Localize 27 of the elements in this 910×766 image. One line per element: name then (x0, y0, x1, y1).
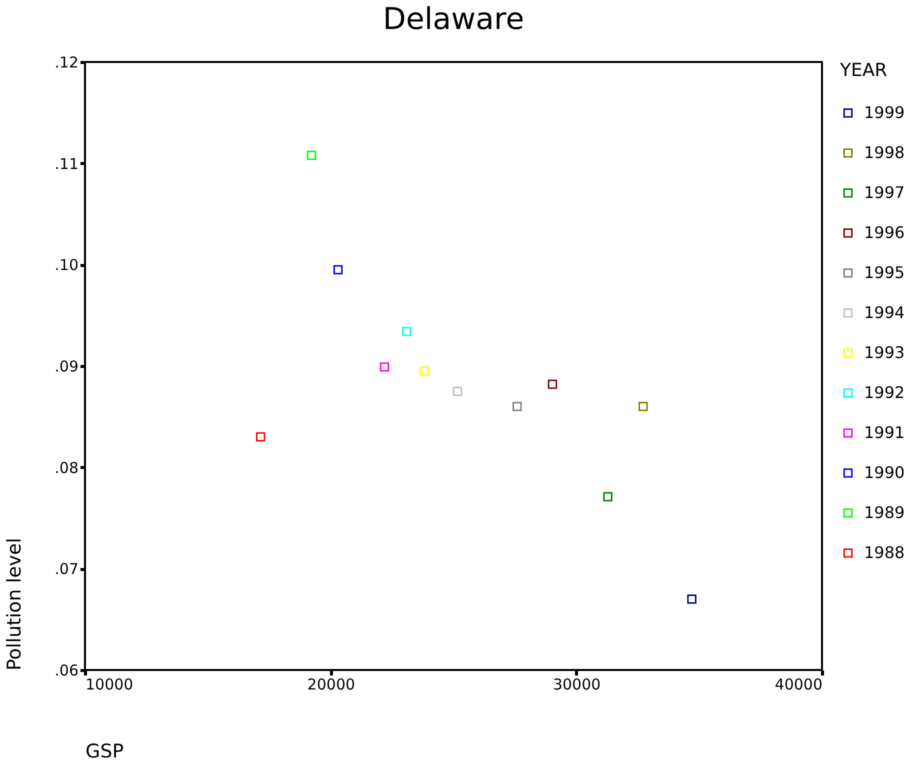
x-tick-label: 20000 (307, 676, 356, 694)
legend-label: 1995 (864, 263, 905, 282)
x-tick-label: 10000 (86, 676, 134, 694)
legend-label: 1997 (864, 183, 905, 202)
y-tick-label: .07 (54, 560, 78, 578)
legend-label: 1991 (864, 423, 905, 442)
legend-label: 1994 (864, 303, 905, 322)
legend-label: 1988 (864, 543, 905, 562)
legend-label: 1989 (864, 503, 905, 522)
chart-title: Delaware (382, 2, 524, 37)
y-tick-label: .10 (54, 256, 78, 274)
legend-title: YEAR (839, 60, 888, 81)
y-tick-label: .08 (54, 458, 78, 477)
y-tick-label: .09 (54, 358, 78, 376)
legend-label: 1996 (864, 223, 905, 242)
legend-label: 1993 (864, 343, 905, 362)
legend-label: 1990 (864, 463, 905, 482)
legend-label: 1999 (864, 103, 905, 122)
y-tick-label: .12 (54, 54, 78, 72)
y-tick-label: .11 (54, 154, 78, 173)
legend-label: 1992 (864, 383, 905, 402)
x-tick-label: 30000 (552, 676, 601, 694)
x-axis-title: GSP (86, 740, 124, 762)
y-tick-label: .06 (54, 662, 78, 680)
legend-label: 1998 (864, 143, 905, 162)
x-tick-label: 40000 (774, 676, 822, 694)
y-axis-title: Pollution level (4, 538, 26, 670)
